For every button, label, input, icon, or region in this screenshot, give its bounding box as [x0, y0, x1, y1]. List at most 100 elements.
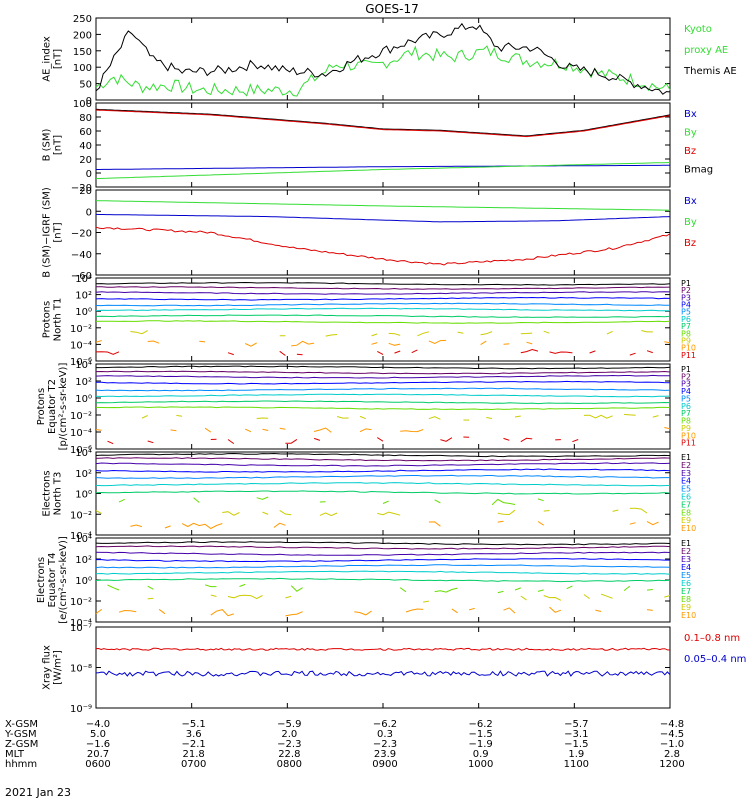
y-tick-label: 10⁰	[75, 307, 92, 318]
series-line-level-1	[96, 365, 671, 370]
x-axis-value: 0.9	[473, 749, 489, 760]
x-axis-value: 0.3	[377, 729, 393, 740]
y-tick-label: 10⁻²	[70, 324, 92, 335]
series-line-bx	[95, 213, 671, 223]
series-line-level-5	[95, 302, 670, 307]
legend-entry: Bx	[684, 109, 697, 120]
series-line-level-10	[95, 427, 671, 433]
y-axis-label-line: Electrons	[42, 470, 53, 516]
legend-series-P5: P5	[681, 394, 691, 403]
y-tick-label: 10⁰	[75, 576, 92, 587]
legend-entry: By	[684, 217, 697, 228]
x-axis-value: 1200	[659, 759, 684, 770]
series-line-level-7	[95, 490, 671, 495]
legend-series-P11: P11	[681, 439, 696, 448]
y-tick-label: 10⁻⁴	[70, 618, 92, 629]
legend-series-E7: E7	[681, 587, 691, 596]
legend-series-P5: P5	[681, 308, 691, 317]
y-tick-label: 10⁻⁸	[70, 664, 92, 675]
x-axis-value: −2.1	[182, 739, 206, 750]
series-line-level-10	[95, 606, 653, 617]
series-line-level-11	[108, 437, 665, 444]
x-axis-value: 2.8	[664, 749, 680, 760]
y-axis-label-line: [p/(cm²-s-sr-keV)]	[58, 363, 69, 451]
series-line-level-2	[95, 457, 671, 462]
series-line-level-8	[95, 406, 671, 411]
legend-entry: 0.1–0.8 nm	[684, 633, 740, 644]
x-axis-value: −4.5	[660, 729, 684, 740]
y-axis-label: B (SM)[nT]	[42, 128, 64, 161]
panel-3: 20 0 −20 −40 −60 B (SM)−IGRF (SM)[nT] Bx By Bz	[42, 186, 697, 282]
series-line-xray-2	[95, 670, 671, 677]
series-line-level-7	[95, 400, 671, 405]
panel-6: 10⁴ 10² 10⁰ 10⁻² 10⁻⁴ ElectronsNorth T3 E1E2E3…	[42, 448, 697, 542]
y-axis-label-line: [nT]	[53, 222, 64, 242]
y-axis-label-line: Equator T2	[47, 379, 58, 434]
series-line-level-6	[95, 570, 671, 575]
series-line-by	[95, 200, 671, 211]
x-axis-value: 0900	[372, 759, 397, 770]
y-axis-label-line: AE_index	[42, 36, 53, 82]
legend-entry: proxy AE	[684, 45, 728, 56]
y-tick-label: 80	[79, 113, 92, 124]
y-tick-label: −20	[71, 183, 92, 194]
y-axis-label: Xray flux[W/m²]	[42, 645, 64, 690]
series-line-level-2	[95, 545, 671, 550]
y-tick-label: 50	[79, 80, 92, 91]
x-axis-value: 20.7	[87, 749, 109, 760]
y-tick-label: 10⁰	[75, 490, 92, 501]
y-tick-label: 250	[73, 14, 92, 25]
legend-series-E5: E5	[681, 485, 691, 494]
y-axis-label: AE_index[nT]	[42, 36, 64, 82]
y-tick-label: 10²	[75, 469, 92, 480]
y-tick-label: 0	[86, 207, 92, 218]
x-axis-value: −5.1	[182, 719, 206, 730]
series-line-level-8	[119, 497, 653, 505]
x-axis-value: 22.8	[278, 749, 300, 760]
y-axis-label-line: Protons	[42, 301, 53, 338]
legend-series-E8: E8	[681, 508, 691, 517]
series-line-level-5	[95, 474, 670, 479]
panel-2: 100 80 60 40 20 0 −20 B (SM)[nT] Bx By Bz Bmag	[42, 99, 714, 194]
legend-series-P3: P3	[681, 380, 691, 389]
legend-entry: Kyoto	[684, 24, 712, 35]
x-row-label: MLT	[5, 749, 25, 760]
legend-series-E8: E8	[681, 595, 691, 604]
legend-entry: Themis AE	[683, 66, 737, 77]
y-axis-label: ElectronsEquator T4[e/(cm²-s-sr-keV)]	[36, 536, 69, 624]
legend-series-E2: E2	[681, 547, 691, 556]
series-line-xray-1	[95, 647, 671, 651]
legend-series-E1: E1	[681, 453, 691, 462]
x-axis-value: 21.8	[183, 749, 205, 760]
series-line-level-8	[95, 320, 671, 324]
y-axis-label-line: Xray flux	[42, 645, 53, 690]
legend-series-P7: P7	[681, 409, 691, 418]
y-axis-label-line: [W/m²]	[53, 650, 64, 685]
x-axis-value: −1.6	[86, 739, 110, 750]
x-axis-value: 0700	[181, 759, 206, 770]
legend-series-P10: P10	[681, 431, 696, 440]
series-line-level-8	[108, 584, 671, 592]
x-axis-value: −1.9	[469, 739, 493, 750]
x-axis-value: −2.3	[277, 739, 301, 750]
legend-series-E10: E10	[681, 611, 696, 620]
series-line-level-9	[96, 508, 659, 515]
y-tick-label: −40	[71, 250, 92, 261]
series-line-level-3	[95, 551, 671, 556]
legend-series-P7: P7	[681, 322, 691, 331]
series-line-level-4	[95, 468, 671, 473]
y-axis-label-line: [nT]	[53, 135, 64, 155]
y-tick-label: 40	[79, 141, 92, 152]
y-tick-label: −20	[71, 229, 92, 240]
y-tick-label: 10⁻²	[70, 411, 92, 422]
x-axis-value: −4.0	[86, 719, 110, 730]
y-axis-label: ProtonsEquator T2[p/(cm²-s-sr-keV)]	[36, 363, 69, 451]
y-axis-label-line: Equator T4	[47, 553, 58, 608]
y-axis-label-line: North T1	[53, 298, 64, 342]
y-axis-label-line: Electrons	[36, 557, 47, 603]
legend-series-E5: E5	[681, 571, 691, 580]
y-tick-label: 150	[73, 47, 92, 58]
legend-series-E4: E4	[681, 477, 691, 486]
